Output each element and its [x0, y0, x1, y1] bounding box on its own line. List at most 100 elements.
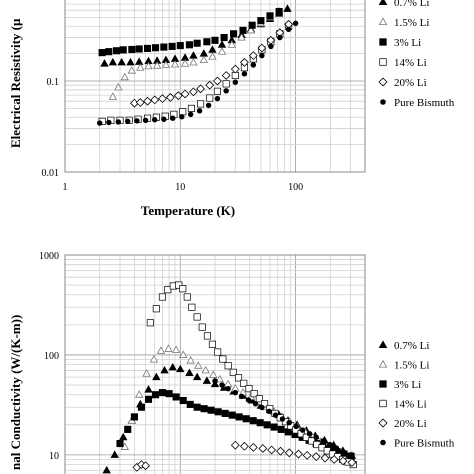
resistivity-data-point	[158, 94, 167, 104]
resistivity-legend-marker	[378, 17, 388, 26]
conductivity-data-point	[272, 412, 279, 418]
resistivity-data-point	[144, 61, 153, 70]
resistivity-data-point	[223, 88, 229, 94]
conductivity-data-point	[119, 432, 128, 441]
resistivity-data-point	[248, 51, 258, 61]
conductivity-data-point	[340, 448, 346, 455]
conductivity-data-point	[276, 446, 285, 456]
resistivity-x-tick-label: 100	[288, 182, 303, 193]
resistivity-data-point	[128, 45, 136, 54]
conductivity-data-point	[144, 385, 153, 393]
resistivity-legend-marker	[380, 99, 386, 105]
resistivity-legend-label: 0.7% Li	[394, 0, 429, 9]
conductivity-data-point	[242, 415, 250, 423]
conductivity-data-point	[329, 455, 339, 464]
resistivity-data-point	[134, 57, 144, 65]
conductivity-data-point	[152, 372, 161, 381]
conductivity-data-point	[320, 438, 326, 444]
resistivity-series-14-li	[98, 22, 293, 125]
conductivity-data-point	[313, 434, 319, 441]
resistivity-data-point	[161, 60, 171, 68]
conductivity-data-point	[172, 393, 180, 401]
resistivity-legend-label: 14% Li	[394, 57, 427, 69]
resistivity-data-point	[160, 43, 168, 51]
conductivity-legend-label: 0.7% Li	[394, 340, 429, 352]
resistivity-x-tick-label: 1	[63, 182, 68, 193]
conductivity-data-point	[252, 401, 259, 407]
conductivity-data-point	[229, 368, 237, 376]
conductivity-y-axis-label: nal Conductivity (W/(K-m))	[8, 315, 23, 470]
resistivity-data-point	[189, 51, 198, 59]
conductivity-plot-frame	[64, 254, 366, 474]
resistivity-data-point	[170, 59, 180, 68]
resistivity-data-point	[199, 55, 209, 63]
resistivity-legend-marker	[378, 0, 388, 6]
conductivity-data-point	[215, 374, 224, 383]
conductivity-data-point	[158, 389, 166, 397]
conductivity-data-point	[234, 374, 243, 382]
conductivity-data-point	[293, 423, 299, 430]
conductivity-data-point	[207, 406, 215, 414]
resistivity-legend-marker	[379, 38, 387, 46]
resistivity-data-point	[217, 40, 227, 48]
conductivity-data-point	[186, 400, 194, 408]
resistivity-data-point	[227, 40, 237, 48]
conductivity-data-point	[141, 461, 150, 471]
resistivity-data-point	[179, 108, 187, 116]
resistivity-data-point	[221, 71, 231, 80]
resistivity-data-point	[277, 34, 283, 41]
resistivity-data-point	[240, 58, 249, 67]
resistivity-legend: 0.7% Li 1.5% Li 3% Li 14% Li 20% Li Pure Bism…	[378, 0, 455, 109]
conductivity-data-point	[338, 456, 348, 466]
conductivity-data-point	[308, 437, 316, 445]
conductivity-data-point	[185, 368, 194, 376]
conductivity-data-point	[200, 405, 208, 413]
conductivity-legend: 0.7% Li 1.5% Li 3% Li 14% Li 20% Li Pure Bism…	[378, 340, 455, 450]
conductivity-y-tick-label: 10	[49, 451, 59, 462]
conductivity-legend-label: 14% Li	[394, 399, 427, 411]
resistivity-x-tick-label: 10	[175, 182, 185, 193]
resistivity-legend-label: 3% Li	[394, 37, 421, 49]
resistivity-data-point	[114, 82, 123, 91]
conductivity-data-point	[164, 286, 172, 294]
resistivity-data-point	[246, 25, 256, 34]
resistivity-data-point	[126, 57, 135, 66]
resistivity-series-3-li	[98, 7, 283, 57]
conductivity-legend-marker	[379, 399, 387, 408]
conductivity-data-point	[208, 340, 216, 348]
resistivity-legend-marker	[379, 58, 387, 66]
conductivity-data-point	[116, 439, 124, 448]
resistivity-x-axis-label: Temperature (K)	[141, 203, 235, 218]
resistivity-data-point	[257, 43, 267, 53]
conductivity-data-point	[259, 404, 265, 411]
resistivity-data-point	[275, 7, 283, 16]
conductivity-data-point	[188, 303, 196, 311]
conductivity-data-point	[168, 362, 177, 371]
resistivity-data-point	[208, 52, 217, 60]
conductivity-data-point	[245, 385, 253, 393]
conductivity-data-point	[158, 293, 166, 301]
conductivity-data-point	[249, 417, 257, 425]
resistivity-data-marks	[96, 4, 299, 126]
conductivity-data-point	[256, 419, 264, 427]
conductivity-data-point	[347, 458, 357, 467]
conductivity-data-point	[202, 376, 212, 384]
resistivity-data-point	[213, 87, 221, 95]
resistivity-data-point	[151, 117, 158, 123]
resistivity-data-point	[193, 39, 201, 47]
conductivity-tick-labels: 1000 100 10	[39, 251, 59, 462]
conductivity-data-point	[130, 413, 138, 421]
resistivity-data-point	[211, 36, 219, 44]
resistivity-y-tick-label: 0.01	[42, 168, 60, 179]
conductivity-data-point	[151, 391, 160, 399]
resistivity-data-point	[214, 95, 221, 102]
resistivity-data-point	[142, 117, 149, 124]
conductivity-data-point	[214, 348, 222, 356]
resistivity-data-point	[173, 91, 183, 101]
conductivity-data-point	[250, 390, 258, 398]
resistivity-data-point	[189, 87, 198, 97]
resistivity-plot-frame	[64, 0, 366, 173]
conductivity-data-point	[146, 319, 154, 327]
resistivity-data-point	[180, 59, 190, 67]
resistivity-data-point	[143, 96, 152, 106]
